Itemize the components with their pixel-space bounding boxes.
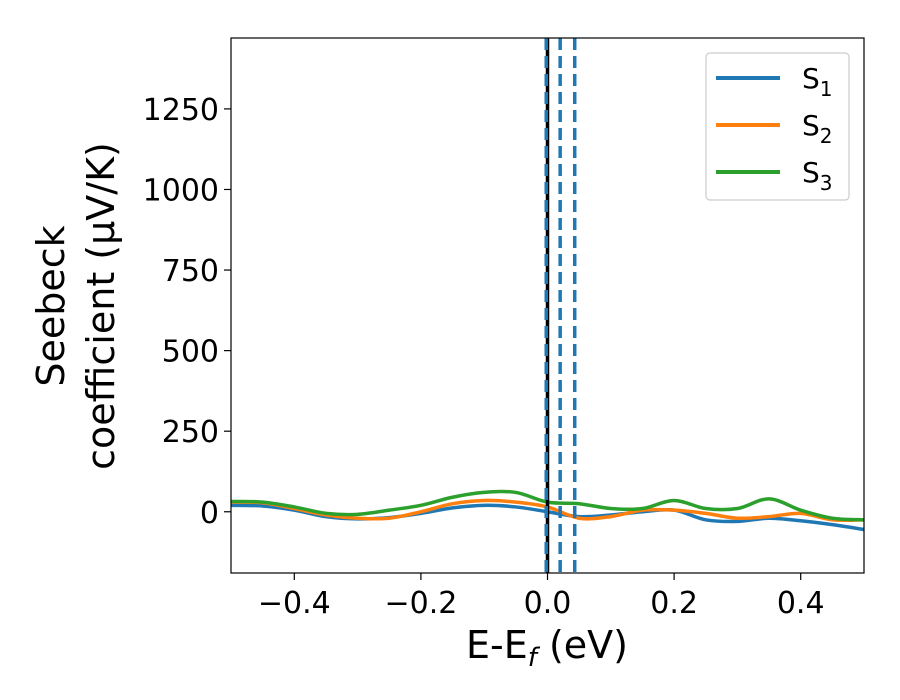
- legend: S1 S2 S3: [705, 52, 850, 201]
- x-axis-label-unit: (eV): [537, 623, 628, 667]
- x-tick-label: 0.0: [524, 586, 572, 621]
- x-tick-label: 0.4: [777, 586, 825, 621]
- x-tick-label: −0.2: [384, 586, 457, 621]
- y-tick-label: 1250: [143, 93, 219, 128]
- x-axis-label-main: E-E: [466, 623, 528, 667]
- legend-label-s1: S1: [802, 62, 833, 101]
- vline-layer: [544, 38, 577, 573]
- legend-label-s2: S2: [802, 109, 833, 148]
- x-axis-label: E-Ef (eV): [466, 623, 628, 673]
- x-tick-label: 0.2: [650, 586, 698, 621]
- y-tick-label: 750: [162, 254, 219, 289]
- legend-label-s3: S3: [802, 156, 833, 195]
- y-axis-label: Seebeck coefficient (μV/K): [29, 142, 123, 470]
- y-axis-ticks: 0 250 500 750 1000 1250: [143, 93, 231, 531]
- y-tick-label: 250: [162, 415, 219, 450]
- x-axis-ticks: −0.4 −0.2 0.0 0.2 0.4: [258, 573, 825, 621]
- y-tick-label: 1000: [143, 173, 219, 208]
- y-axis-label-line2: coefficient (μV/K): [79, 142, 123, 470]
- y-axis-label-line1: Seebeck: [29, 225, 73, 386]
- y-tick-label: 500: [162, 335, 219, 370]
- x-tick-label: −0.4: [258, 586, 331, 621]
- y-tick-label: 0: [200, 496, 219, 531]
